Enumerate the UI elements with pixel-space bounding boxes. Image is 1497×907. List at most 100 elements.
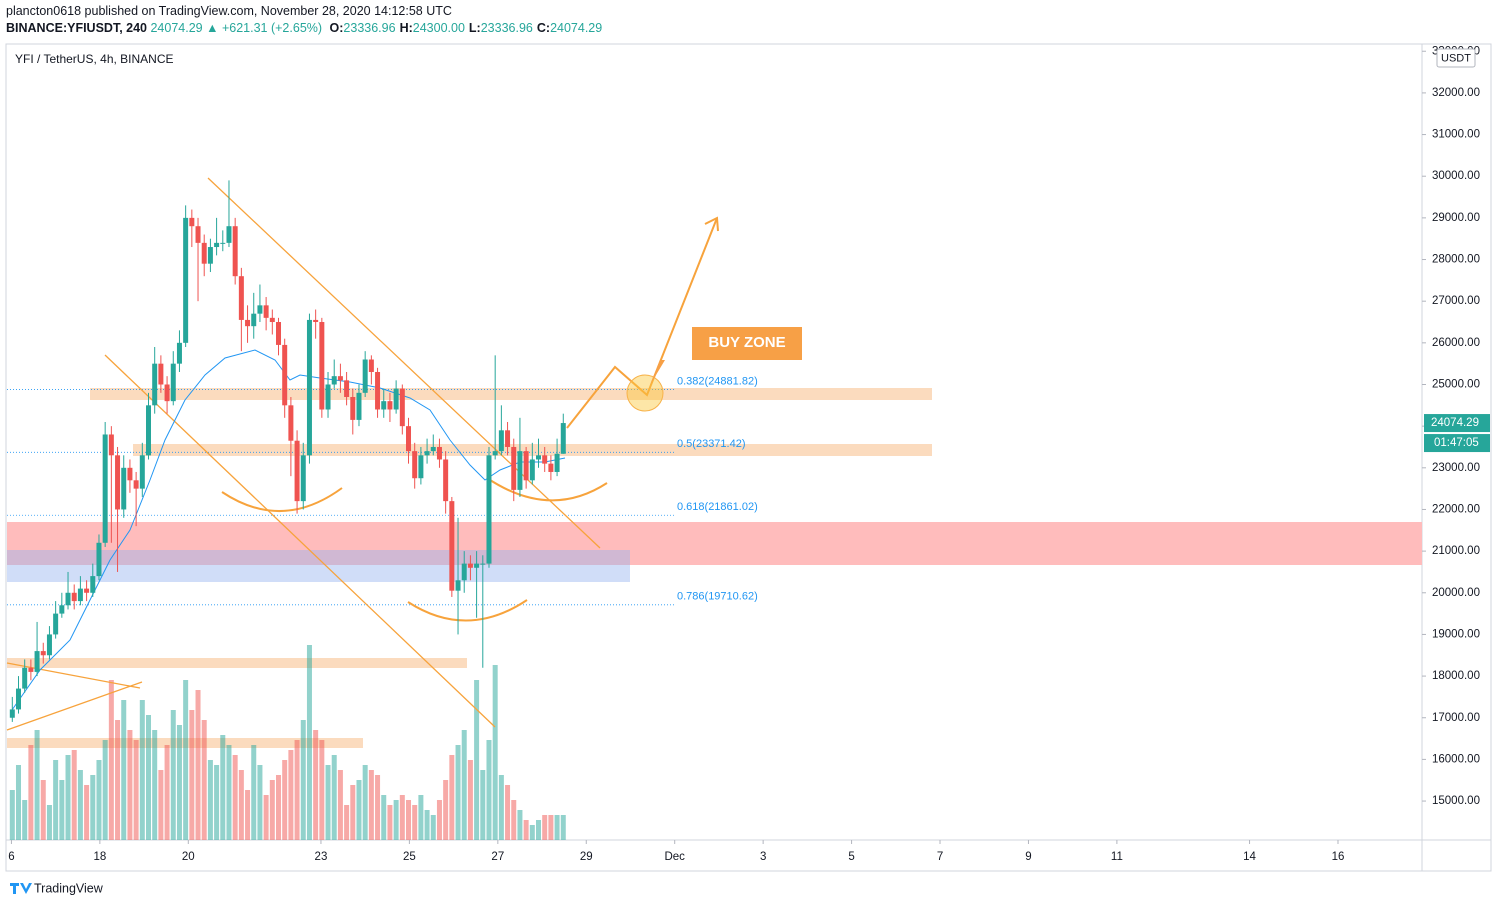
volume-bar [337,770,343,840]
volume-bar [455,745,461,840]
candle-body [325,384,331,410]
x-tick-label: 11 [1111,851,1123,863]
candle-body [170,363,176,402]
volume-bar [294,740,300,840]
countdown: 01:47:05 [1434,437,1479,449]
volume-bar [486,740,492,840]
x-tick-label: 18 [93,851,106,863]
volume-bar [418,795,424,840]
candle-body [505,430,511,447]
arc [486,477,608,502]
volume-bar [492,665,498,840]
candle-body [449,501,455,591]
last-price: 24074.29 [150,21,203,35]
y-tick-label: 25000.00 [1432,379,1480,391]
candles [9,180,566,722]
currency-box [1436,48,1476,68]
candle-body [461,563,467,581]
candle-body [536,455,542,460]
volume-bar [560,815,566,840]
x-tick-label: 25 [403,851,416,863]
volume-bar [127,730,133,840]
volume-bar [189,710,195,840]
y-tick-label: 15000.00 [1432,795,1480,807]
trendline [6,662,141,689]
moving-average [11,349,566,711]
candle-body [176,342,182,364]
candle-body [362,359,368,393]
volume-bar [53,760,59,840]
frame [5,43,1492,872]
volume-bar [480,770,486,840]
candle-body [375,371,381,410]
ohlc: O:23336.96 H:24300.00 L:23336.96 C:24074.29 [326,21,603,35]
volume-bar [319,740,325,840]
drawings [6,177,719,731]
volume-bar [121,700,127,840]
candle-body [554,453,560,472]
volume-bar [139,700,145,840]
volume-bar [207,760,213,840]
buy-zone-callout [650,327,802,385]
candle-body [189,217,195,227]
candle-body [282,344,288,406]
y-tick-label: 31000.00 [1432,129,1480,141]
volume-bar [505,785,511,840]
volume-bar [276,775,282,840]
volume-bar [306,645,312,840]
candle-body [542,455,548,464]
candle-body [288,405,294,441]
volume-bar [436,800,442,840]
trendline [207,177,601,549]
candle-body [9,709,15,718]
candle-body [350,396,356,420]
fib-label: 0.5(23371.42) [677,438,746,450]
ohlc-key: L: [468,21,481,35]
y-tick-label: 18000.00 [1432,670,1480,682]
blue-zone [7,550,630,582]
volume-bar [232,755,238,840]
volume-bar [517,810,523,840]
candle-body [121,467,127,510]
x-tick-label: 27 [491,851,504,863]
fib: 0.382(24881.82) 0.5(23371.42) 0.618(21861.… [7,375,758,606]
logo: TradingView [34,881,104,895]
volume-bar [263,795,269,840]
candle-body [127,467,133,481]
price-tag: 24074.29 [1431,417,1479,429]
logo-icon [10,883,32,894]
candle-body [96,542,102,577]
candle-body [108,434,114,456]
candle-body [77,588,83,602]
candle-body [548,463,554,472]
arc [407,599,528,622]
volume-bar [251,745,257,840]
candle-body [34,651,40,672]
candle-body [436,446,442,460]
volume-bar [467,760,473,840]
volume-bar [214,765,220,840]
candle-body [399,388,405,427]
ohlc-value: 24300.00 [412,21,465,35]
price-tag-bg [1424,414,1490,433]
ohlc-value: 23336.96 [480,21,533,35]
candle-body [214,242,220,248]
fib-label: 0.618(21861.02) [677,501,758,513]
volume-bar [245,790,251,840]
volume-bar [40,780,46,840]
candle-body [22,667,28,689]
volume-bar [9,790,15,840]
candle-body [238,276,244,320]
volume-bar [146,715,151,840]
change-arrow: ▲ [206,21,219,35]
volume-bar [183,680,189,840]
published-line: plancton0618 published on TradingView.co… [6,4,452,18]
fib-label: 0.382(24881.82) [677,375,758,387]
volume-bar [96,760,102,840]
volume-bar [84,785,90,840]
candle-body [511,446,517,490]
volume-bar [536,820,542,840]
volume-bar [368,770,374,840]
y-tick-label: 28000.00 [1432,254,1480,266]
